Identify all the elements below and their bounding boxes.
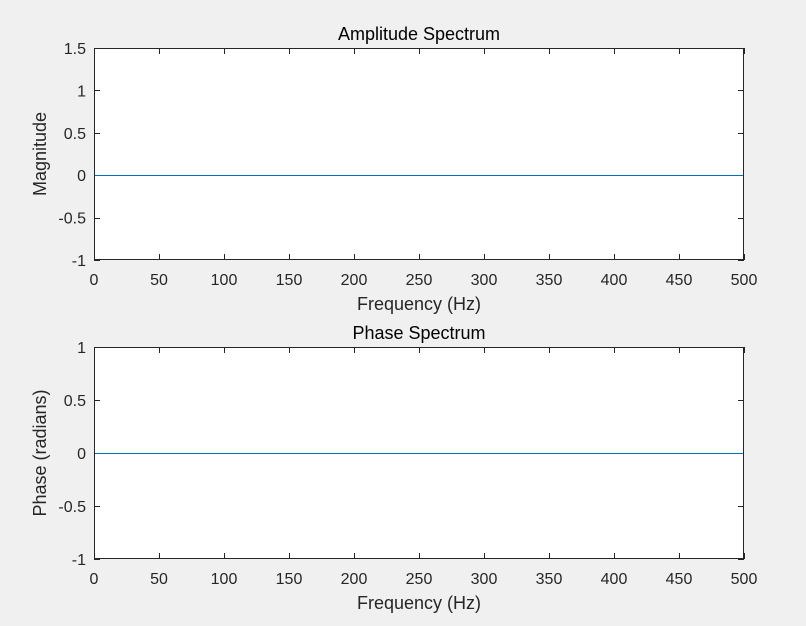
amplitude-x-tick-label: 250 [406, 272, 433, 289]
amplitude-x-tick-label: 50 [150, 272, 168, 289]
amplitude-y-tick-label: -0.5 [58, 211, 86, 228]
phase-y-ticks: -1 -0.5 0 0.5 1 [58, 340, 744, 569]
phase-spectrum-subplot: 0 50 100 150 200 250 300 350 400 450 500 -1 -0.5 0 0.… [30, 323, 757, 613]
phase-x-ticks: 0 50 100 150 200 250 300 350 400 450 500 [90, 347, 758, 588]
phase-y-tick-label: -0.5 [58, 499, 86, 516]
amplitude-axes-box [94, 48, 744, 260]
amplitude-spectrum-subplot: 0 50 100 150 200 250 300 350 400 450 500 -1 -0.5 0 0.… [30, 24, 757, 314]
phase-x-axis-label: Frequency (Hz) [357, 593, 481, 613]
amplitude-x-tick-label: 400 [601, 272, 628, 289]
amplitude-y-tick-label: 1 [77, 83, 86, 100]
amplitude-x-tick-label: 300 [471, 272, 498, 289]
amplitude-x-tick-label: 200 [341, 272, 368, 289]
amplitude-y-tick-label: 0 [77, 168, 86, 185]
phase-x-tick-label: 0 [90, 571, 99, 588]
amplitude-y-axis-label: Magnitude [30, 112, 50, 196]
phase-y-tick-label: 0.5 [64, 393, 86, 410]
phase-x-tick-label: 350 [536, 571, 563, 588]
amplitude-x-axis-label: Frequency (Hz) [357, 294, 481, 314]
phase-x-tick-label: 500 [731, 571, 758, 588]
amplitude-x-tick-label: 150 [276, 272, 303, 289]
amplitude-y-tick-label: 1.5 [64, 41, 86, 58]
amplitude-axes-background [94, 48, 744, 260]
phase-x-tick-label: 400 [601, 571, 628, 588]
phase-x-tick-label: 200 [341, 571, 368, 588]
phase-x-tick-label: 300 [471, 571, 498, 588]
phase-y-tick-label: 1 [77, 340, 86, 357]
amplitude-y-ticks: -1 -0.5 0 0.5 1 1.5 [58, 41, 744, 270]
phase-x-tick-label: 50 [150, 571, 168, 588]
phase-x-tick-label: 250 [406, 571, 433, 588]
amplitude-chart-title: Amplitude Spectrum [338, 24, 500, 44]
phase-x-tick-label: 450 [666, 571, 693, 588]
amplitude-x-tick-label: 350 [536, 272, 563, 289]
amplitude-x-ticks: 0 50 100 150 200 250 300 350 400 450 500 [90, 48, 758, 289]
amplitude-x-tick-label: 500 [731, 272, 758, 289]
amplitude-x-tick-label: 0 [90, 272, 99, 289]
phase-chart-title: Phase Spectrum [352, 323, 485, 343]
phase-x-tick-label: 150 [276, 571, 303, 588]
amplitude-y-tick-label: 0.5 [64, 126, 86, 143]
amplitude-x-tick-label: 450 [666, 272, 693, 289]
phase-axes-box [94, 347, 744, 559]
phase-y-tick-label: -1 [72, 552, 86, 569]
phase-y-axis-label: Phase (radians) [30, 389, 50, 516]
amplitude-x-tick-label: 100 [211, 272, 238, 289]
amplitude-y-tick-label: -1 [72, 253, 86, 270]
phase-y-tick-label: 0 [77, 446, 86, 463]
phase-x-tick-label: 100 [211, 571, 238, 588]
